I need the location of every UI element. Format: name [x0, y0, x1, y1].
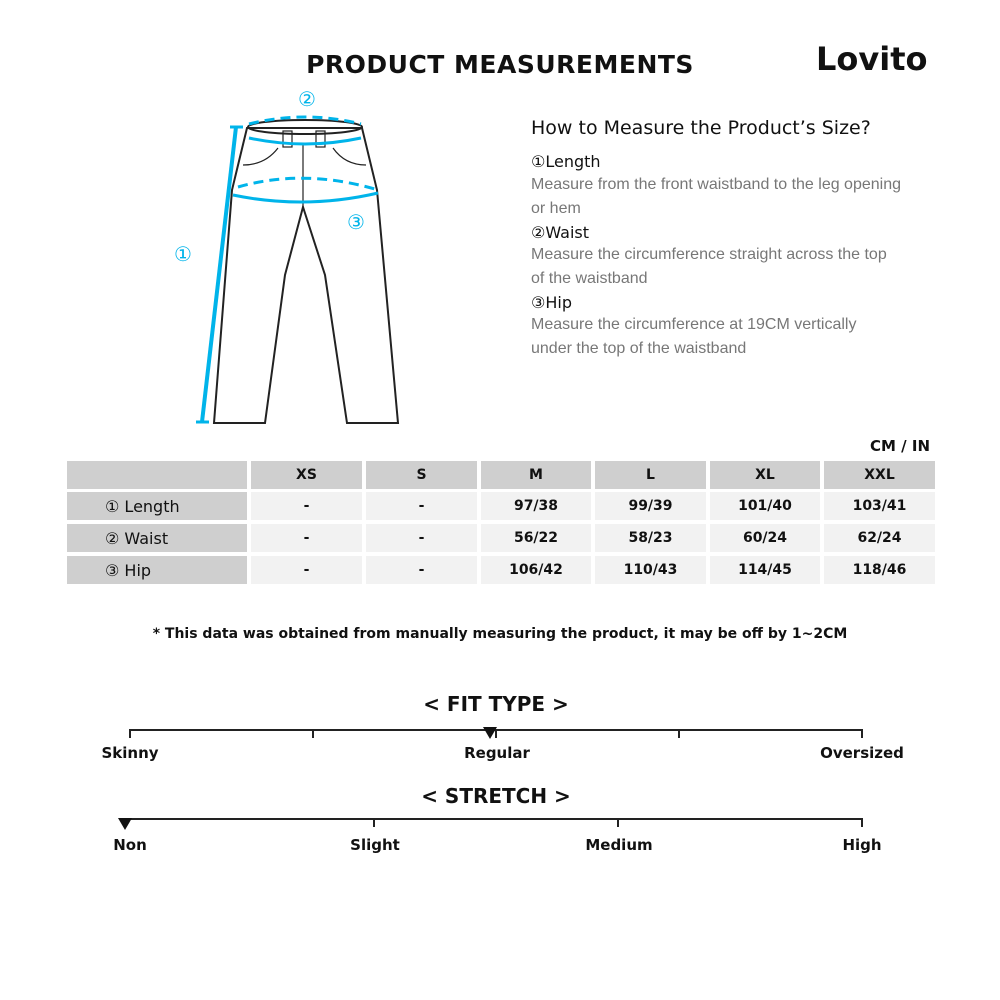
pants-diagram: ① ② ③ — [174, 87, 400, 424]
table-cell: - — [251, 492, 362, 520]
unit-label: CM / IN — [870, 437, 930, 455]
marker-waist: ② — [298, 87, 316, 111]
stretch-title: < STRETCH > — [421, 784, 571, 808]
row-label: ③ Hip — [67, 556, 247, 584]
measurement-note: * This data was obtained from manually m… — [152, 626, 848, 642]
brand-logo: Lovito — [816, 40, 928, 78]
table-cell: - — [251, 524, 362, 552]
stretch-marker — [118, 818, 132, 830]
guide-waist-desc: Measure the circumference straight acros… — [531, 246, 887, 287]
guide-length-desc: Measure from the front waistband to the … — [531, 176, 901, 217]
stretch-non-label: Non — [113, 836, 147, 854]
fit-regular-label: Regular — [464, 744, 530, 762]
header-blank — [67, 461, 247, 489]
table-cell: 99/39 — [595, 492, 706, 520]
table-cell: 56/22 — [481, 524, 591, 552]
table-cell: 60/24 — [710, 524, 820, 552]
size-header-xxl: XXL — [824, 461, 935, 489]
marker-length: ① — [174, 242, 192, 266]
pants-outline — [212, 127, 400, 424]
table-cell: - — [366, 556, 477, 584]
size-header-xs: XS — [251, 461, 362, 489]
fit-skinny-label: Skinny — [101, 744, 159, 762]
fit-oversized-label: Oversized — [820, 744, 904, 762]
guide-heading: How to Measure the Product’s Size? — [531, 117, 871, 139]
guide-waist-label: ②Waist — [531, 223, 589, 242]
stretch-scale — [130, 818, 863, 820]
length-line — [200, 126, 238, 423]
table-cell: - — [366, 524, 477, 552]
guide-hip-label: ③Hip — [531, 293, 572, 312]
table-cell: 110/43 — [595, 556, 706, 584]
fit-type-title: < FIT TYPE > — [423, 692, 569, 716]
table-cell: 114/45 — [710, 556, 820, 584]
table-cell: 62/24 — [824, 524, 935, 552]
size-header-s: S — [366, 461, 477, 489]
size-header-m: M — [481, 461, 591, 489]
guide-hip-desc: Measure the circumference at 19CM vertic… — [531, 316, 857, 357]
table-cell: - — [366, 492, 477, 520]
stretch-slight-label: Slight — [350, 836, 400, 854]
table-cell: 97/38 — [481, 492, 591, 520]
size-header-l: L — [595, 461, 706, 489]
row-label: ① Length — [67, 492, 247, 520]
size-header-xl: XL — [710, 461, 820, 489]
page-title: PRODUCT MEASUREMENTS — [306, 50, 694, 79]
table-cell: 101/40 — [710, 492, 820, 520]
table-cell: 58/23 — [595, 524, 706, 552]
stretch-medium-label: Medium — [585, 836, 653, 854]
fit-type-marker — [483, 727, 497, 739]
marker-hip: ③ — [347, 210, 365, 234]
table-cell: 103/41 — [824, 492, 935, 520]
guide-length-label: ①Length — [531, 152, 601, 171]
stretch-high-label: High — [842, 836, 882, 854]
table-cell: 118/46 — [824, 556, 935, 584]
table-cell: - — [251, 556, 362, 584]
table-cell: 106/42 — [481, 556, 591, 584]
row-label: ② Waist — [67, 524, 247, 552]
